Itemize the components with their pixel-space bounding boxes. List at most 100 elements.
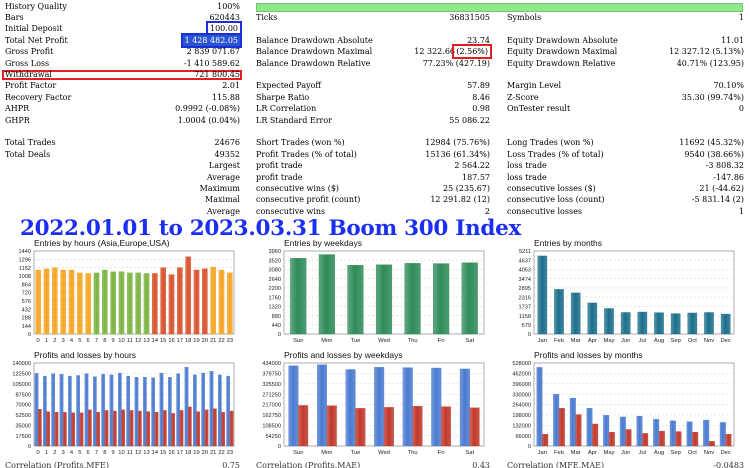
stat-label: consecutive wins: [256, 206, 326, 216]
y-tick-label: 4053: [519, 268, 531, 274]
profit-bar: [553, 393, 560, 447]
stat-value: 55 086.22: [449, 115, 490, 125]
x-tick-label: Fri: [438, 338, 445, 344]
stat-label: consecutive losses: [507, 206, 582, 216]
stat-label: Total Trades: [5, 138, 56, 148]
stat-value: 1: [738, 12, 744, 22]
x-tick-label: 1: [45, 338, 48, 344]
stats-row: Maximum consecutive wins ($) 25 (235.67) co…: [0, 183, 750, 194]
stat-label: Bars: [5, 12, 24, 22]
x-tick-label: Apr: [588, 338, 597, 344]
x-tick-label: 19: [193, 450, 199, 456]
stat-value: Average: [206, 172, 240, 182]
x-tick-label: 1: [45, 450, 48, 456]
profit-bar: [288, 365, 299, 447]
x-tick-label: Feb: [554, 338, 564, 344]
x-tick-label: 12: [135, 338, 141, 344]
bar: [290, 258, 307, 335]
loss-bar: [542, 434, 549, 447]
y-tick-label: 271250: [262, 392, 281, 398]
bar: [35, 269, 41, 335]
stat-value: 12984 (75.76%): [425, 138, 490, 148]
chart-title: Entries by hours (Asia,Europe,USA): [34, 238, 170, 248]
x-tick-label: 19: [193, 338, 199, 344]
stats-row: AHPR 0.9992 (-0.08%) LR Correlation 0.98 OnT…: [0, 103, 750, 114]
bar: [670, 313, 681, 335]
bar: [43, 268, 50, 335]
x-tick-label: Dec: [721, 450, 731, 456]
stat-value: 12 322.66: [414, 47, 455, 57]
bar: [77, 272, 83, 335]
bar: [537, 255, 548, 335]
y-tick-label: 440: [272, 323, 281, 329]
y-tick-label: 3080: [269, 268, 281, 274]
bar: [85, 273, 91, 335]
profit-bar: [76, 375, 80, 447]
stat-value: 115.88: [212, 92, 240, 102]
stat-label: Correlation (MFE,MAE): [507, 461, 605, 468]
stat-value: 0.43: [472, 461, 490, 468]
profit-bar: [459, 368, 470, 447]
profit-bar: [226, 375, 230, 447]
loss-bar: [79, 412, 84, 447]
stat-value: 2 564.22: [454, 161, 490, 171]
loss-bar: [138, 410, 142, 447]
x-tick-label: 6: [87, 450, 90, 456]
y-tick-label: 105000: [12, 382, 31, 388]
bar: [347, 265, 364, 335]
stat-value: -1 410 589.62: [183, 58, 240, 68]
x-tick-label: Aug: [654, 338, 664, 344]
stat-label: Sharpe Ratio: [256, 92, 310, 102]
stat-value: 12 291.82 (12): [430, 195, 490, 205]
stat-value: 0: [738, 104, 744, 114]
stat-value: 100%: [217, 1, 240, 11]
loss-bar: [154, 412, 159, 447]
x-tick-label: 7: [95, 450, 98, 456]
profit-bar: [586, 408, 593, 447]
stat-label: Correlation (Profits,MFE): [5, 461, 109, 468]
chart-2: Entries by months 5211 4637 4053 3474 2895 231…: [500, 236, 750, 348]
chart-svg: 434000 379750 325500 271250 217000 162750 1085…: [262, 361, 485, 456]
profit-bar: [345, 369, 356, 447]
stat-label: profit trade: [256, 161, 303, 171]
x-tick-label: Sep: [671, 450, 681, 456]
x-tick-label: 0: [37, 338, 40, 344]
bar: [102, 269, 108, 335]
y-tick-label: 0: [278, 332, 281, 338]
profit-bar: [636, 415, 643, 447]
bar: [143, 273, 150, 335]
stats-row: Average profit trade 187.57 loss trade -147.…: [0, 172, 750, 183]
loss-bar: [558, 408, 565, 447]
stat-label: Profit Trades (% of total): [256, 149, 357, 159]
loss-bar: [592, 423, 599, 447]
stat-value: 1.0004 (0.04%): [177, 115, 240, 125]
x-tick-label: 2: [53, 450, 56, 456]
profit-bar: [536, 367, 543, 447]
stat-label: Equity Drawdown Relative: [507, 58, 616, 68]
bar: [375, 264, 393, 335]
loss-bar: [412, 406, 423, 447]
profit-bar: [184, 366, 189, 447]
stat-value: 9540 (38.66%): [684, 149, 744, 159]
stat-label: profit trade: [256, 172, 303, 182]
x-tick-label: 4: [70, 338, 74, 344]
x-tick-label: 15: [160, 338, 166, 344]
bar: [68, 269, 75, 335]
x-tick-label: Tue: [351, 338, 361, 344]
stat-value: -3 808.32: [705, 161, 744, 171]
loss-bar: [221, 412, 225, 447]
loss-bar: [179, 410, 184, 447]
bar: [60, 269, 66, 335]
y-tick-label: 720: [22, 291, 31, 297]
chart-title: Profits and losses by weekdays: [284, 350, 403, 360]
y-tick-label: 434000: [262, 361, 281, 367]
x-tick-label: 3: [62, 338, 65, 344]
y-tick-label: 1296: [19, 258, 31, 264]
chart-title: Profits and losses by hours: [34, 350, 137, 360]
loss-bar: [692, 432, 699, 447]
profit-bar: [176, 373, 180, 447]
profit-bar: [669, 420, 676, 447]
x-tick-label: Jul: [639, 338, 646, 344]
y-tick-label: 325500: [262, 382, 281, 388]
stat-label: LR Correlation: [256, 104, 317, 114]
